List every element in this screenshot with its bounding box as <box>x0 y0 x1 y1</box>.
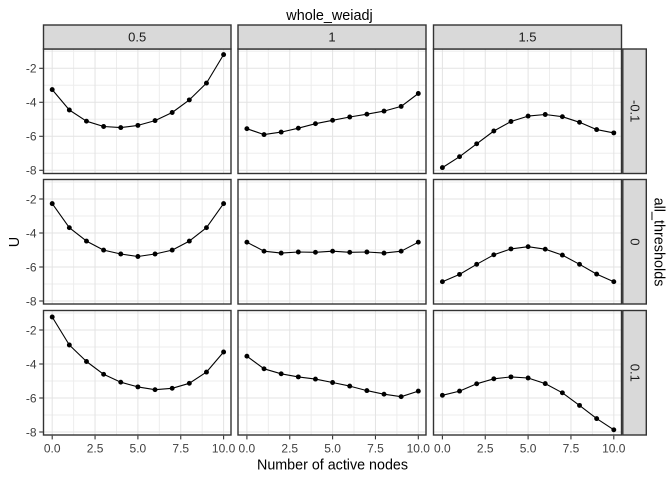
svg-text:-4: -4 <box>26 357 37 371</box>
svg-text:0.0: 0.0 <box>434 442 451 456</box>
svg-text:2.5: 2.5 <box>281 442 298 456</box>
svg-text:5.0: 5.0 <box>520 442 537 456</box>
svg-text:0.5: 0.5 <box>128 30 146 45</box>
svg-text:5.0: 5.0 <box>130 442 147 456</box>
svg-text:7.5: 7.5 <box>367 442 384 456</box>
svg-text:-2: -2 <box>26 323 37 337</box>
svg-text:1: 1 <box>328 30 335 45</box>
svg-text:-2: -2 <box>26 62 37 76</box>
svg-text:-6: -6 <box>26 391 37 405</box>
svg-text:-2: -2 <box>26 192 37 206</box>
svg-text:2.5: 2.5 <box>87 442 104 456</box>
svg-text:Number of active nodes: Number of active nodes <box>257 458 408 474</box>
svg-text:10.0: 10.0 <box>407 442 431 456</box>
svg-text:0.0: 0.0 <box>239 442 256 456</box>
svg-text:1.5: 1.5 <box>518 30 536 45</box>
svg-text:-8: -8 <box>26 164 37 178</box>
svg-text:all_thresholds: all_thresholds <box>651 198 667 287</box>
svg-text:0: 0 <box>628 238 643 245</box>
svg-text:-4: -4 <box>26 226 37 240</box>
svg-text:10.0: 10.0 <box>602 442 626 456</box>
svg-text:-8: -8 <box>26 294 37 308</box>
svg-text:2.5: 2.5 <box>477 442 494 456</box>
svg-text:whole_weiadj: whole_weiadj <box>285 8 372 24</box>
svg-text:U: U <box>7 237 23 247</box>
svg-text:0.1: 0.1 <box>628 364 643 382</box>
svg-text:0.0: 0.0 <box>44 442 61 456</box>
svg-text:-4: -4 <box>26 96 37 110</box>
svg-text:5.0: 5.0 <box>324 442 341 456</box>
svg-text:7.5: 7.5 <box>563 442 580 456</box>
svg-text:10.0: 10.0 <box>212 442 236 456</box>
svg-text:7.5: 7.5 <box>172 442 189 456</box>
svg-text:-6: -6 <box>26 260 37 274</box>
svg-text:-0.1: -0.1 <box>628 100 643 122</box>
svg-text:-6: -6 <box>26 130 37 144</box>
svg-text:-8: -8 <box>26 425 37 439</box>
